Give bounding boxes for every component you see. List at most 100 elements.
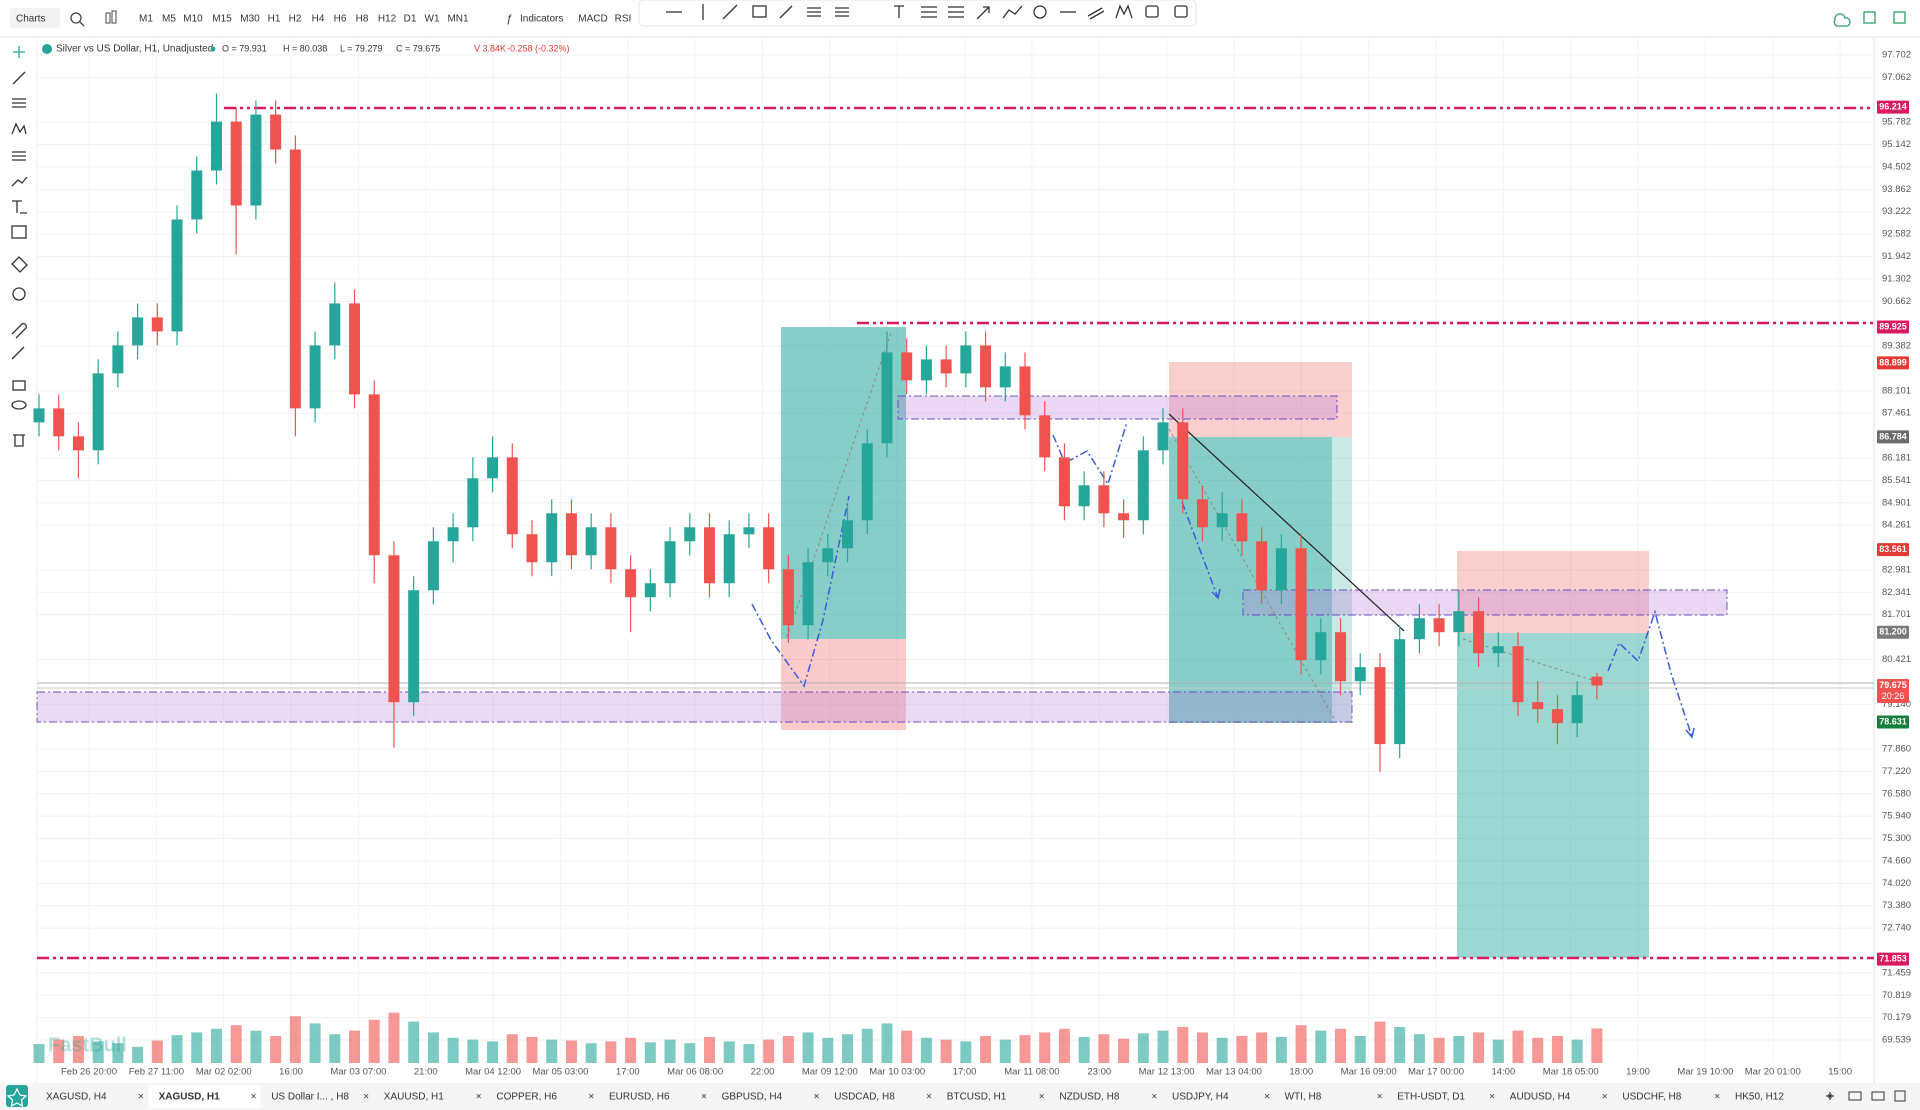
tab[interactable]: USDJPY, H4: [1172, 1092, 1229, 1103]
tab-close[interactable]: ×: [138, 1092, 144, 1103]
tool[interactable]: [948, 6, 964, 18]
tool[interactable]: [12, 98, 26, 108]
tool[interactable]: [1174, 5, 1188, 18]
tab[interactable]: XAGUSD, H1: [159, 1092, 221, 1103]
tab-close[interactable]: ×: [1714, 1092, 1720, 1103]
fullscreen-icon[interactable]: [1893, 11, 1906, 24]
tool[interactable]: [752, 5, 767, 18]
volume-bar: [802, 1032, 814, 1063]
timeframe-button[interactable]: W1: [425, 14, 440, 25]
tool[interactable]: [722, 4, 738, 20]
tab[interactable]: NZDUSD, H8: [1059, 1092, 1119, 1103]
tool[interactable]: [12, 287, 26, 301]
volume-bar: [1157, 1030, 1169, 1063]
tool[interactable]: [11, 323, 27, 339]
tool[interactable]: [1002, 5, 1023, 19]
timeframe-button[interactable]: M30: [240, 14, 260, 25]
timeframe-button[interactable]: H12: [378, 14, 397, 25]
timeframe-button[interactable]: H8: [356, 14, 369, 25]
tab-close[interactable]: ×: [1489, 1092, 1495, 1103]
tool[interactable]: [11, 176, 28, 187]
timeframe-button[interactable]: D1: [404, 14, 417, 25]
tool[interactable]: [13, 434, 25, 447]
study-button[interactable]: MACD: [578, 14, 607, 25]
legend-value: O = 79.931: [222, 43, 267, 53]
legend-value: -0.258 (-0.32%): [507, 43, 570, 53]
tab[interactable]: EURUSD, H6: [609, 1092, 670, 1103]
timeframe-button[interactable]: M1: [139, 14, 153, 25]
tab-close[interactable]: ×: [814, 1092, 820, 1103]
study-button[interactable]: RSI: [615, 14, 632, 25]
tab[interactable]: AUDUSD, H4: [1510, 1092, 1571, 1103]
x-tick-label: Mar 09 12:00: [802, 1067, 858, 1078]
volume-bar: [644, 1042, 656, 1063]
tab-close[interactable]: ×: [588, 1092, 594, 1103]
menu-label[interactable]: Charts: [16, 14, 45, 25]
timeframe-button[interactable]: M15: [212, 14, 232, 25]
tab-close[interactable]: ×: [1602, 1092, 1608, 1103]
menu-button[interactable]: [10, 8, 60, 28]
tab[interactable]: GBPUSD, H4: [722, 1092, 783, 1103]
search-icon[interactable]: [70, 12, 82, 24]
tool[interactable]: [12, 151, 26, 161]
tool[interactable]: [1033, 5, 1047, 19]
tab-close[interactable]: ×: [363, 1092, 369, 1103]
tab-close[interactable]: ×: [1039, 1092, 1045, 1103]
tool[interactable]: [12, 200, 27, 214]
timeframe-button[interactable]: H4: [312, 14, 325, 25]
tool[interactable]: [11, 400, 27, 410]
tab[interactable]: USDCHF, H8: [1622, 1092, 1681, 1103]
add-tab[interactable]: [1826, 1092, 1834, 1100]
tool[interactable]: [976, 6, 990, 20]
tab[interactable]: XAUUSD, H1: [384, 1092, 444, 1103]
volume-bar: [230, 1025, 242, 1063]
tool[interactable]: [11, 256, 28, 273]
tool[interactable]: [11, 225, 27, 239]
tab-close[interactable]: ×: [1264, 1092, 1270, 1103]
tool[interactable]: [11, 346, 25, 360]
tool[interactable]: [12, 380, 26, 391]
tool[interactable]: [779, 5, 793, 19]
window-icon[interactable]: [1871, 1091, 1885, 1101]
tool[interactable]: [12, 71, 26, 85]
tool[interactable]: [13, 46, 25, 58]
tab[interactable]: HK50, H12: [1735, 1092, 1784, 1103]
chart-type-icon[interactable]: [105, 12, 111, 24]
timeframe-button[interactable]: M10: [183, 14, 203, 25]
timeframe-button[interactable]: H6: [334, 14, 347, 25]
tool[interactable]: [835, 7, 849, 17]
window-icon[interactable]: [1894, 1090, 1906, 1102]
tool[interactable]: [1087, 7, 1105, 20]
tab[interactable]: US Dollar I... , H8: [271, 1092, 349, 1103]
cloud-icon[interactable]: [1833, 13, 1851, 27]
tool[interactable]: [1115, 4, 1133, 19]
tool[interactable]: [921, 6, 937, 18]
tool[interactable]: [807, 7, 821, 17]
tab[interactable]: WTI, H8: [1285, 1092, 1322, 1103]
share-icon[interactable]: [1863, 11, 1876, 24]
tool[interactable]: [894, 5, 904, 18]
tab-close[interactable]: ×: [701, 1092, 707, 1103]
favorite-button[interactable]: [6, 1085, 28, 1107]
tab-close[interactable]: ×: [1151, 1092, 1157, 1103]
zone: [897, 395, 1338, 420]
tab[interactable]: USDCAD, H8: [834, 1092, 895, 1103]
tab-close[interactable]: ×: [251, 1092, 257, 1103]
timeframe-button[interactable]: M5: [162, 14, 176, 25]
tab-close[interactable]: ×: [926, 1092, 932, 1103]
tab[interactable]: BTCUSD, H1: [947, 1092, 1007, 1103]
timeframe-button[interactable]: MN1: [447, 14, 469, 25]
tab[interactable]: COPPER, H6: [496, 1092, 557, 1103]
tool[interactable]: [11, 122, 27, 135]
tool[interactable]: [1145, 5, 1159, 18]
indicators-button[interactable]: Indicators: [520, 14, 563, 25]
tab-close[interactable]: ×: [1377, 1092, 1383, 1103]
y-tick-label: 73.380: [1882, 900, 1911, 911]
tab[interactable]: XAGUSD, H4: [46, 1092, 107, 1103]
timeframe-button[interactable]: H1: [268, 14, 281, 25]
layout-icon[interactable]: [1848, 1091, 1862, 1101]
timeframe-button[interactable]: H2: [289, 14, 302, 25]
y-tick-label: 93.222: [1882, 206, 1911, 217]
tab-close[interactable]: ×: [476, 1092, 482, 1103]
tab[interactable]: ETH-USDT, D1: [1397, 1092, 1465, 1103]
